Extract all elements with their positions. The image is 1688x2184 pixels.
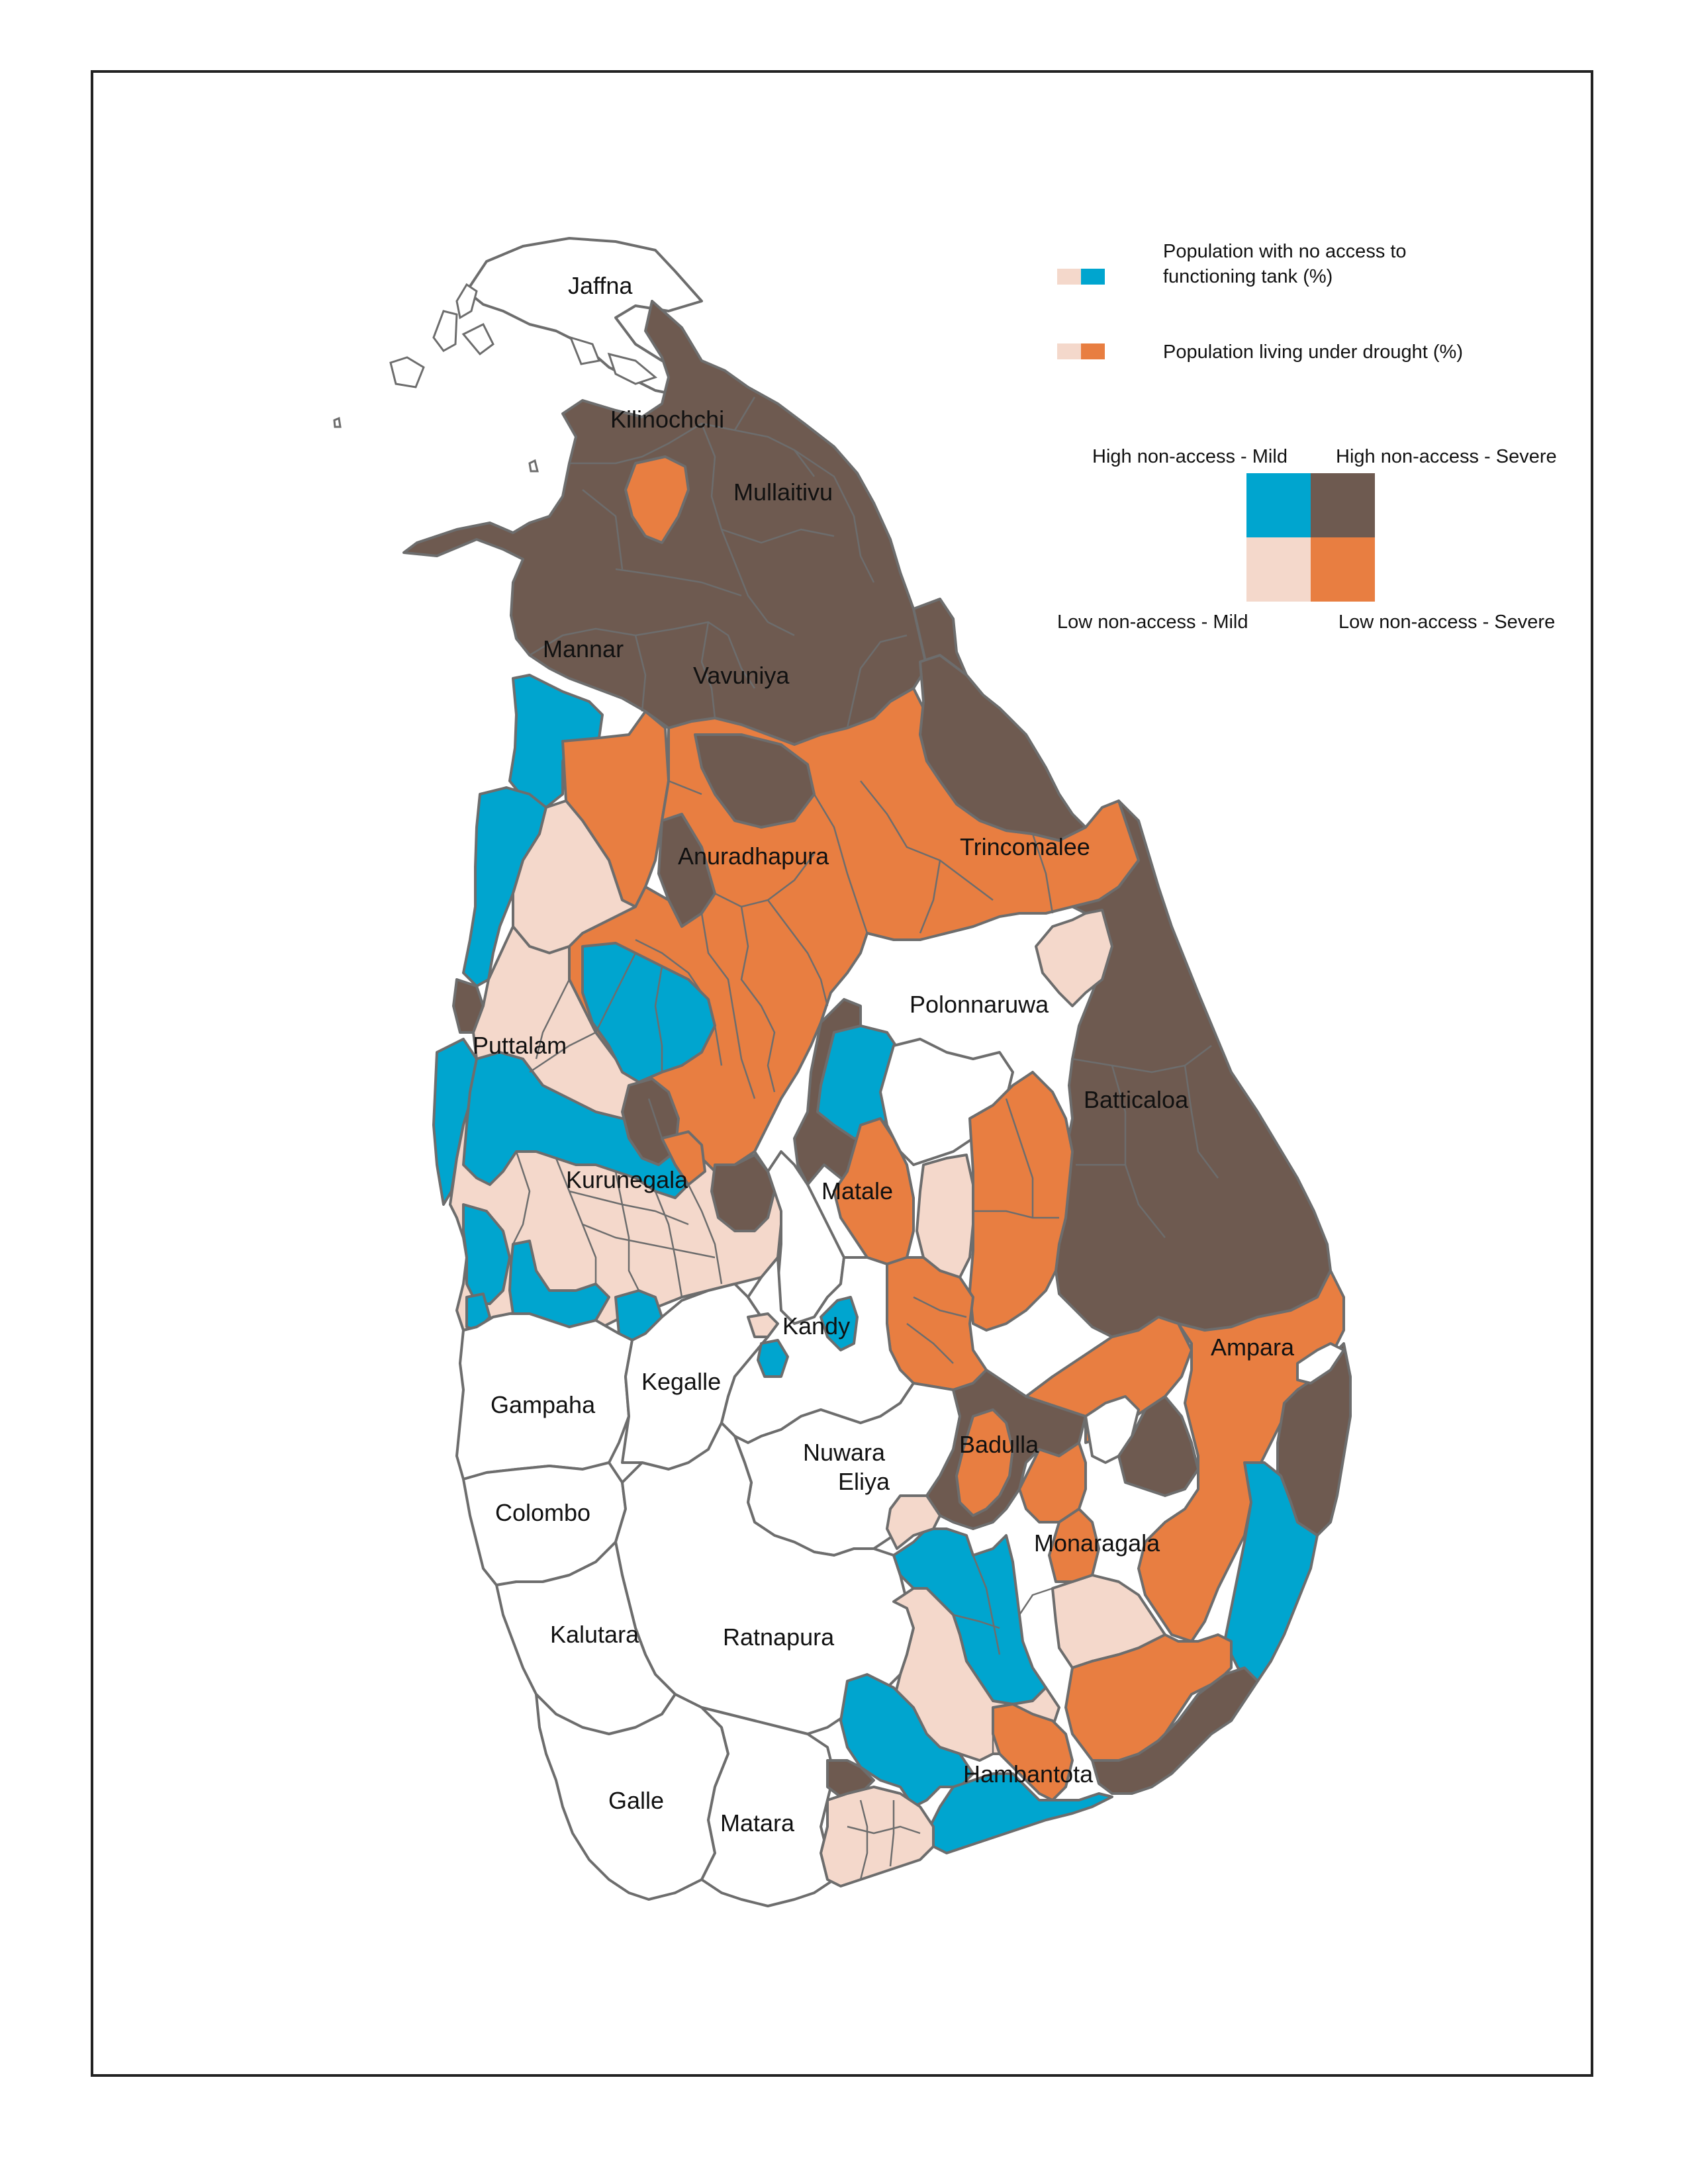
label-polonnaruwa: Polonnaruwa [910, 991, 1049, 1018]
label-kurunegala: Kurunegala [566, 1166, 688, 1193]
jaffna-district [333, 237, 703, 473]
label-jaffna: Jaffna [568, 272, 633, 299]
label-nuwara-eliya-line2: Eliya [838, 1468, 890, 1495]
eastern-districts [1035, 799, 1332, 1338]
label-ratnapura: Ratnapura [723, 1623, 835, 1651]
label-colombo: Colombo [495, 1499, 590, 1526]
drought-ramp-high-swatch [1081, 343, 1105, 359]
central-districts [767, 998, 1074, 1391]
matrix-cell-low-mild [1246, 537, 1311, 602]
label-kandy: Kandy [782, 1312, 850, 1340]
western-province [455, 1256, 915, 1586]
tank-ramp-high-swatch [1081, 269, 1105, 285]
south-east-districts [820, 1494, 1259, 1888]
label-matara: Matara [720, 1809, 795, 1837]
tank-legend-label-line1: Population with no access to [1163, 241, 1407, 262]
label-kegalle: Kegalle [641, 1368, 721, 1395]
label-nuwara-eliya-line1: Nuwara [803, 1439, 886, 1466]
label-ampara: Ampara [1211, 1334, 1295, 1361]
matrix-label-high-severe: High non-access - Severe [1336, 446, 1557, 467]
label-batticaloa: Batticaloa [1084, 1086, 1189, 1113]
matrix-cell-high-severe [1311, 473, 1375, 537]
label-puttalam: Puttalam [473, 1032, 567, 1059]
tank-legend-label-line2: functioning tank (%) [1163, 266, 1333, 287]
label-vavuniya: Vavuniya [693, 662, 790, 689]
label-gampaha: Gampaha [491, 1391, 596, 1418]
district-labels: Jaffna Kilinochchi Mullaitivu Mannar Vav… [473, 272, 1295, 1837]
label-galle: Galle [608, 1787, 664, 1814]
label-matale: Matale [821, 1177, 893, 1205]
label-kilinochchi: Kilinochchi [610, 406, 724, 433]
sabaragamuwa-southern [495, 1422, 915, 1907]
uva-eastern-south [733, 1269, 1352, 1682]
label-badulla: Badulla [959, 1431, 1039, 1458]
matrix-cell-high-mild [1246, 473, 1311, 537]
tank-ramp-low-swatch [1057, 269, 1081, 285]
label-mullaitivu: Mullaitivu [733, 478, 833, 506]
matrix-label-low-severe: Low non-access - Severe [1338, 612, 1555, 633]
puttalam-kurunegala [449, 799, 782, 1342]
label-kalutara: Kalutara [550, 1621, 639, 1648]
western-coast-districts [432, 674, 604, 1206]
legend: Population with no access to functioning… [1057, 241, 1557, 633]
matrix-label-high-mild: High non-access - Mild [1092, 446, 1288, 467]
drought-legend-label: Population living under drought (%) [1163, 341, 1463, 363]
kilinochchi-orange-division [624, 455, 690, 544]
matrix-label-low-mild: Low non-access - Mild [1057, 612, 1248, 633]
matrix-cell-low-severe [1311, 537, 1375, 602]
label-trincomalee: Trincomalee [960, 833, 1090, 860]
label-mannar: Mannar [543, 635, 624, 662]
label-hambantota: Hambantota [963, 1760, 1094, 1788]
map-frame [91, 70, 1593, 2077]
label-monaragala: Monaragala [1034, 1529, 1160, 1557]
north-central-districts [561, 654, 1140, 1173]
drought-ramp-low-swatch [1057, 343, 1081, 359]
label-anuradhapura: Anuradhapura [678, 842, 829, 870]
